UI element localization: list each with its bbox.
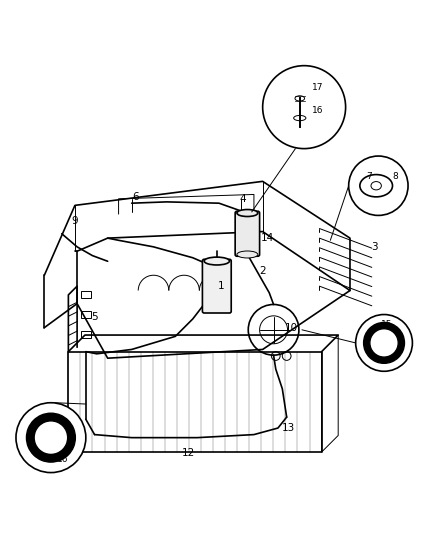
Text: 8: 8 [392, 173, 398, 182]
Text: 13: 13 [282, 423, 296, 433]
Bar [81, 330, 91, 338]
Text: 3: 3 [371, 242, 377, 252]
Text: 5: 5 [91, 312, 98, 322]
Text: 10: 10 [284, 322, 297, 333]
Text: 2: 2 [259, 266, 266, 276]
Text: 9: 9 [71, 216, 78, 225]
Text: 15: 15 [381, 320, 392, 329]
Text: 1: 1 [218, 281, 225, 291]
Text: 4: 4 [240, 194, 246, 204]
Bar [81, 292, 91, 298]
Text: 17: 17 [312, 83, 324, 92]
Text: 6: 6 [133, 192, 139, 201]
Text: 16: 16 [312, 106, 324, 115]
Bar [81, 311, 91, 318]
FancyBboxPatch shape [202, 259, 231, 313]
Circle shape [349, 156, 408, 215]
Ellipse shape [237, 251, 258, 258]
FancyBboxPatch shape [235, 211, 260, 256]
Text: 14: 14 [261, 233, 274, 243]
Circle shape [263, 66, 346, 149]
Circle shape [16, 403, 86, 473]
Text: 7: 7 [366, 173, 371, 182]
Text: 16: 16 [57, 455, 69, 464]
Ellipse shape [237, 209, 258, 216]
Text: 12: 12 [182, 448, 195, 458]
Circle shape [356, 314, 413, 372]
Ellipse shape [204, 257, 230, 265]
